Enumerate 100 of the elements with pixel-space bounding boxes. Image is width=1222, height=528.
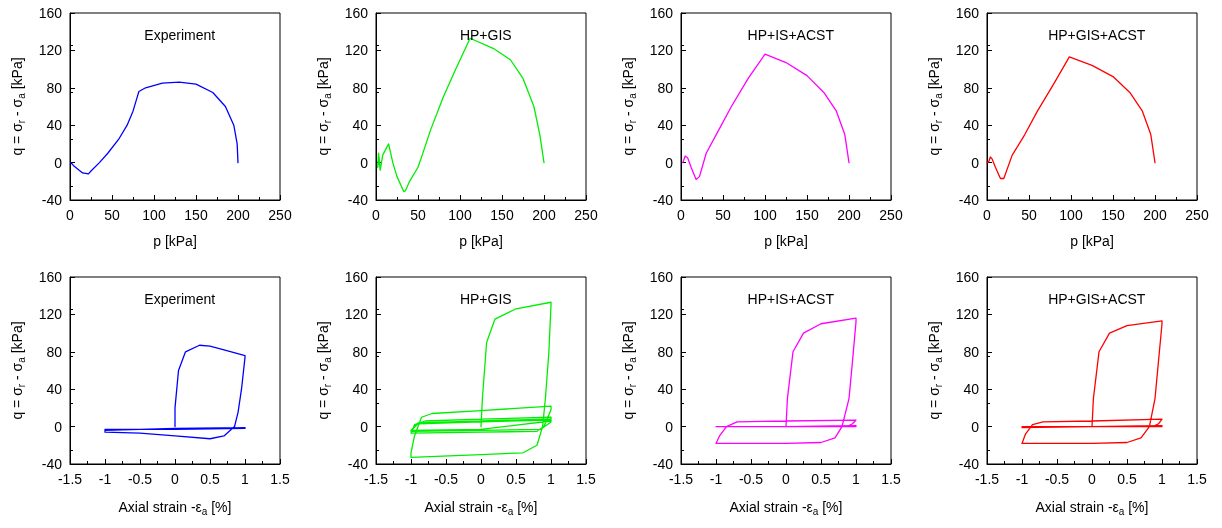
x-tick-label: 200	[531, 207, 556, 223]
x-tick-label: -1	[709, 471, 723, 487]
y-axis-title: q = σr - σa [kPa]	[9, 57, 27, 156]
y-tick-label: 0	[970, 418, 979, 435]
y-tick-label: 160	[344, 5, 368, 21]
y-tick-label: 40	[962, 381, 979, 398]
x-tick-label: 150	[489, 207, 514, 223]
x-tick-label: 1	[1157, 471, 1166, 487]
x-tick-label: 250	[1184, 207, 1209, 223]
line-series	[682, 53, 850, 181]
x-tick-label: 0	[782, 471, 791, 487]
y-tick-label: 80	[962, 79, 979, 96]
y-tick-label: 120	[38, 42, 63, 59]
y-tick-label: 160	[955, 269, 979, 285]
text: HP+GIS+ACST	[1047, 291, 1146, 307]
x-tick-label: -1.5	[57, 471, 83, 487]
x-tick-label: 0	[171, 471, 180, 487]
y-tick-label: 120	[38, 306, 63, 323]
y-tick-label: 160	[649, 269, 674, 285]
x-tick-label: 50	[1020, 207, 1037, 223]
y-tick-label: 80	[351, 343, 368, 360]
x-tick-label: 0	[371, 207, 380, 223]
x-tick-label: -1.5	[363, 471, 388, 487]
x-tick-label: 50	[104, 207, 120, 223]
x-tick-label: -0.5	[738, 471, 764, 487]
y-axis-title: q = σr - σa [kPa]	[925, 321, 943, 420]
y-tick-label: 0	[359, 154, 368, 171]
x-tick-label: 200	[837, 207, 861, 223]
y-tick-label: -40	[347, 456, 368, 472]
y-tick-label: 0	[665, 418, 674, 435]
y-tick-label: 0	[359, 418, 368, 435]
y-tick-label: 160	[649, 5, 674, 21]
line-series	[985, 56, 1156, 180]
x-tick-label: 0	[982, 207, 991, 223]
y-tick-label: 120	[955, 306, 979, 323]
y-tick-label: 0	[665, 154, 674, 171]
x-tick-label: -1.5	[974, 471, 999, 487]
y-axis-title: q = σr - σa [kPa]	[314, 321, 332, 420]
x-tick-label: 100	[447, 207, 472, 223]
y-tick-label: -40	[958, 192, 979, 208]
y-tick-label: -40	[652, 192, 674, 208]
text: HP+GIS	[459, 291, 512, 307]
y-axis-title: q = σr - σa [kPa]	[620, 321, 638, 420]
y-tick-label: 0	[970, 154, 979, 171]
x-tick-label: -0.5	[1044, 471, 1069, 487]
y-tick-label: 120	[649, 306, 674, 323]
x-axis-title: p [kPa]	[1069, 233, 1114, 249]
x-tick-label: 150	[184, 207, 208, 223]
x-tick-label: 1	[546, 471, 555, 487]
x-tick-label: 1	[852, 471, 861, 487]
x-tick-label: -0.5	[433, 471, 458, 487]
x-tick-label: 50	[715, 207, 731, 223]
x-tick-label: -1	[98, 471, 112, 487]
x-tick-label: 1	[241, 471, 250, 487]
y-tick-label: 40	[962, 117, 979, 134]
x-tick-label: 100	[1058, 207, 1083, 223]
x-tick-label: -1	[404, 471, 417, 487]
y-tick-label: -40	[41, 192, 63, 208]
y-tick-label: 120	[344, 42, 368, 59]
y-axis-title: q = σr - σa [kPa]	[314, 57, 332, 156]
x-tick-label: 0.5	[811, 471, 831, 487]
line-series	[70, 81, 239, 175]
y-tick-label: 40	[351, 381, 368, 398]
x-tick-label: 0	[66, 207, 75, 223]
x-axis-title: p [kPa]	[153, 233, 197, 249]
y-tick-label: 80	[657, 79, 674, 96]
x-tick-label: 1.5	[270, 471, 290, 487]
y-tick-label: 40	[46, 381, 63, 398]
x-tick-label: 200	[226, 207, 250, 223]
line-series	[1020, 320, 1163, 445]
y-tick-label: 80	[351, 79, 368, 96]
x-tick-label: 250	[573, 207, 598, 223]
y-axis-title: q = σr - σa [kPa]	[620, 57, 638, 156]
y-tick-label: 0	[54, 154, 63, 171]
x-tick-label: 250	[879, 207, 903, 223]
y-tick-label: 80	[657, 343, 674, 360]
y-tick-label: 80	[46, 343, 63, 360]
text: HP+IS+ACST	[747, 291, 835, 307]
y-tick-label: 80	[962, 343, 979, 360]
x-tick-label: 200	[1142, 207, 1167, 223]
x-axis-title: p [kPa]	[764, 233, 808, 249]
x-tick-label: -0.5	[127, 471, 153, 487]
line-series	[715, 317, 857, 445]
x-tick-label: -1.5	[668, 471, 694, 487]
x-axis-title: p [kPa]	[458, 233, 503, 249]
y-tick-label: -40	[347, 192, 368, 208]
y-tick-label: 40	[351, 117, 368, 134]
x-tick-label: 0.5	[1116, 471, 1137, 487]
x-tick-label: 0	[476, 471, 485, 487]
line-series	[104, 344, 246, 440]
y-tick-label: 40	[657, 117, 674, 134]
y-tick-label: -40	[958, 456, 979, 472]
y-tick-label: 160	[38, 5, 63, 21]
y-tick-label: 120	[955, 42, 979, 59]
y-tick-label: 160	[955, 5, 979, 21]
x-tick-label: 100	[753, 207, 777, 223]
x-tick-label: 50	[409, 207, 426, 223]
x-tick-label: 1.5	[575, 471, 596, 487]
y-tick-label: 40	[657, 381, 674, 398]
y-tick-label: -40	[652, 456, 674, 472]
